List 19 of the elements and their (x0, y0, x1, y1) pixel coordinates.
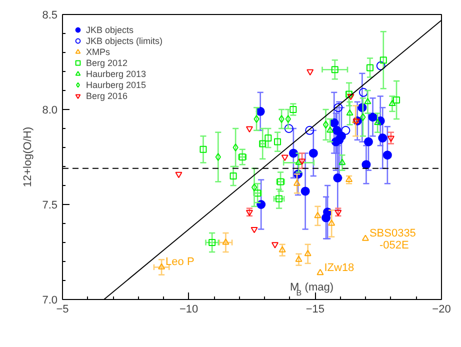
y-tick-label: 7.5 (42, 200, 58, 212)
legend-label: Haurberg 2015 (86, 79, 146, 90)
y-tick-label: 7.0 (42, 294, 58, 306)
legend-label: Berg 2012 (86, 57, 128, 68)
legend-label: Berg 2016 (86, 90, 128, 101)
y-tick-label: 8.5 (42, 10, 58, 22)
annotation: IZw18 (324, 262, 354, 274)
legend-label: Haurberg 2013 (86, 68, 146, 79)
x-tick-label: −10 (180, 304, 198, 316)
y-axis-title: 12+log(O/H) (22, 126, 34, 188)
y-tick-label: 8.0 (42, 104, 58, 116)
annotation: SBS0335 -052E (369, 228, 416, 252)
legend-label: JKB objects (86, 24, 134, 35)
annotation: Leo P (166, 256, 194, 268)
x-tick-label: −20 (432, 304, 451, 316)
x-tick-label: −15 (306, 304, 325, 316)
legend-label: JKB objects (limits) (86, 35, 163, 46)
x-tick-label: −5 (56, 304, 69, 316)
legend-label: XMPs (86, 46, 110, 57)
